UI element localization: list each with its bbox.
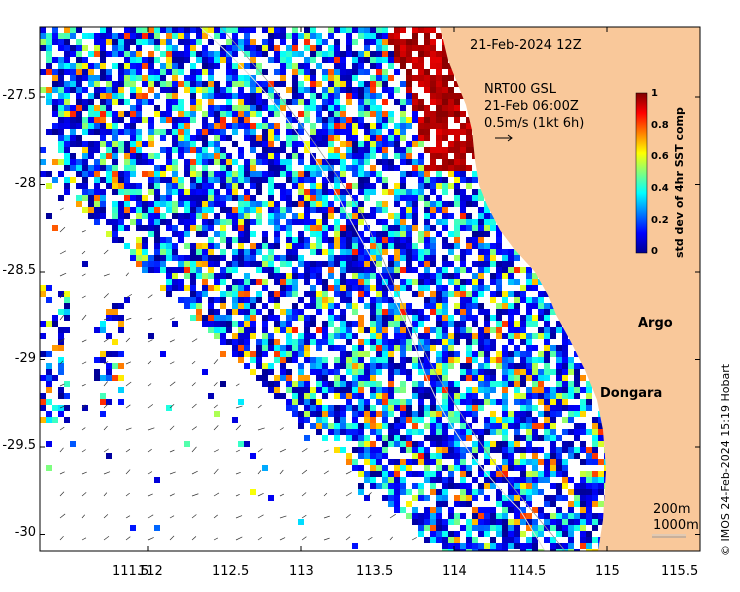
y-tick-29.5: -29.5 [2,438,36,453]
colorbar-tick-0.4: 0.4 [651,183,669,194]
colorbar-tick-1: 1 [651,88,658,99]
colorbar-label: std dev of 4hr SST comp [673,107,686,258]
current-vectors [59,207,417,541]
land-mass [440,27,700,551]
x-tick-113: 113 [289,564,314,579]
y-tick-28.5: -28.5 [2,263,36,278]
x-tick-115.5: 115.5 [661,564,699,579]
current-info-time: 21-Feb 06:00Z [484,99,579,114]
y-tick-30: -30 [14,525,36,540]
x-tick-114: 114 [442,564,467,579]
x-tick-114.5: 114.5 [509,564,547,579]
contour-label-1000m: 1000m [653,518,699,533]
place-label-dongara: Dongara [600,386,663,401]
x-tick-111.5: 111.5 [112,564,150,579]
sst-pixel-layer [40,27,610,551]
contour-label-200m: 200m [653,502,691,517]
date-label: 21-Feb-2024 12Z [470,38,582,53]
colorbar-tick-0.6: 0.6 [651,151,669,162]
current-info-source: NRT00 GSL [484,82,556,97]
x-tick-113.5: 113.5 [356,564,394,579]
colorbar-tick-0: 0 [651,246,658,257]
current-info-scale: 0.5m/s (1kt 6h) [484,116,585,131]
colorbar-tick-0.8: 0.8 [651,120,669,131]
y-tick-28: -28 [14,176,36,191]
axis-ticks [40,27,700,551]
colorbar [635,92,648,254]
place-label-argo: Argo [638,316,673,331]
colorbar-tick-0.2: 0.2 [651,215,669,226]
plot-frame [39,26,701,552]
x-tick-115: 115 [595,564,620,579]
y-tick-27.5: -27.5 [2,88,36,103]
copyright-credit: © IMOS 24-Feb-2024 15:19 Hobart [719,363,732,556]
x-tick-112.5: 112.5 [212,564,250,579]
bathymetry-contours [199,27,566,551]
y-tick-29: -29 [14,351,36,366]
x-tick-112: 112 [138,564,163,579]
